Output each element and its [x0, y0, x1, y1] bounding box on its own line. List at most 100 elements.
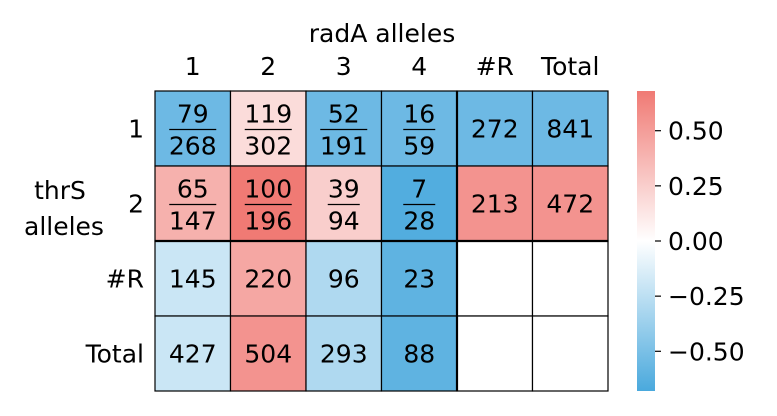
- cell-fill: [305, 90, 383, 167]
- cell-numerator: 52: [328, 100, 360, 129]
- cell-denominator: 191: [320, 132, 368, 161]
- cell-fill: [456, 315, 534, 392]
- heatmap-cell: 213: [456, 165, 534, 242]
- heatmap-cell: 96: [305, 240, 383, 317]
- heatmap-cell: 88: [380, 315, 458, 392]
- cell-fill: [305, 165, 383, 242]
- cell-numerator: 119: [244, 100, 292, 129]
- cell-denominator: 268: [169, 132, 217, 161]
- cell-numerator: 7: [411, 175, 427, 204]
- block-separators: [155, 91, 608, 391]
- cell-value: 272: [471, 115, 519, 144]
- heatmap-cell: 220: [229, 240, 307, 317]
- colorbar-tick-label: −0.25: [668, 282, 745, 311]
- y-axis-title: thrS alleles: [24, 176, 104, 241]
- cell-denominator: 59: [403, 132, 435, 161]
- cell-denominator: 28: [403, 207, 435, 236]
- colorbar-tick-label: 0.25: [668, 172, 724, 201]
- colorbar: 0.50 0.25 0.00 −0.25 −0.50: [637, 91, 745, 391]
- colorbar-gradient: [637, 91, 655, 391]
- cell-fill: [229, 240, 307, 317]
- heatmap-cell: 504: [229, 315, 307, 392]
- row-label: 1: [128, 115, 144, 144]
- heatmap-cell: 728: [380, 165, 458, 242]
- cell-fill: [531, 90, 609, 167]
- cell-fill: [154, 315, 232, 392]
- cell-fill: [456, 90, 534, 167]
- cell-value: 293: [320, 340, 368, 369]
- row-labels: 1 2 #R Total: [85, 115, 144, 369]
- cell-value: 213: [471, 190, 519, 219]
- heatmap-cell: 293: [305, 315, 383, 392]
- column-label: 2: [260, 52, 276, 81]
- cell-value: 23: [403, 265, 435, 294]
- heatmap-cell: [456, 315, 534, 392]
- heatmap-cell: [456, 240, 534, 317]
- heatmap-cell: 841: [531, 90, 609, 167]
- cell-fill: [531, 165, 609, 242]
- cell-fill: [380, 165, 458, 242]
- heatmap-cell: 472: [531, 165, 609, 242]
- cell-fill: [229, 315, 307, 392]
- column-label: 3: [336, 52, 352, 81]
- cell-fill: [305, 315, 383, 392]
- cell-value: 427: [169, 340, 217, 369]
- cell-fill: [380, 240, 458, 317]
- cell-denominator: 94: [328, 207, 360, 236]
- cell-value: 145: [169, 265, 217, 294]
- cell-fill: [305, 240, 383, 317]
- row-label: 2: [128, 190, 144, 219]
- cell-value: 96: [328, 265, 360, 294]
- cell-fill: [456, 165, 534, 242]
- heatmap-cell: 427: [154, 315, 232, 392]
- cell-fill: [456, 240, 534, 317]
- heatmap-cell: [531, 240, 609, 317]
- cell-value: 504: [244, 340, 292, 369]
- cell-numerator: 79: [177, 100, 209, 129]
- cell-numerator: 39: [328, 175, 360, 204]
- row-label: Total: [85, 340, 144, 369]
- column-labels: 1 2 3 4 #R Total: [185, 52, 600, 81]
- cell-fill: [229, 165, 307, 242]
- cell-fill: [229, 90, 307, 167]
- cell-numerator: 65: [177, 175, 209, 204]
- colorbar-ticks: 0.50 0.25 0.00 −0.25 −0.50: [655, 117, 745, 366]
- colorbar-tick-label: 0.50: [668, 117, 724, 146]
- cell-numerator: 100: [244, 175, 292, 204]
- cell-denominator: 196: [244, 207, 292, 236]
- cell-value: 841: [546, 115, 594, 144]
- heatmap-cell: 145: [154, 240, 232, 317]
- cell-fill: [531, 240, 609, 317]
- x-axis-title: radA alleles: [309, 19, 455, 48]
- y-axis-title-line-2: alleles: [24, 212, 104, 241]
- colorbar-tick-label: −0.50: [668, 337, 745, 366]
- column-label: Total: [540, 52, 599, 81]
- heatmap-cell: 23: [380, 240, 458, 317]
- cell-fill: [531, 315, 609, 392]
- cell-value: 88: [403, 340, 435, 369]
- cell-denominator: 302: [244, 132, 292, 161]
- cell-denominator: 147: [169, 207, 217, 236]
- colorbar-tick-label: 0.00: [668, 227, 724, 256]
- row-label: #R: [106, 265, 144, 294]
- cell-numerator: 16: [403, 100, 435, 129]
- heatmap-cell: [531, 315, 609, 392]
- cell-fill: [380, 90, 458, 167]
- cell-fill: [154, 90, 232, 167]
- column-label: 1: [185, 52, 201, 81]
- y-axis-title-line-1: thrS: [34, 176, 86, 205]
- cell-value: 220: [244, 265, 292, 294]
- column-label: 4: [411, 52, 427, 81]
- column-label: #R: [476, 52, 514, 81]
- heatmap-cell: 272: [456, 90, 534, 167]
- cell-value: 472: [546, 190, 594, 219]
